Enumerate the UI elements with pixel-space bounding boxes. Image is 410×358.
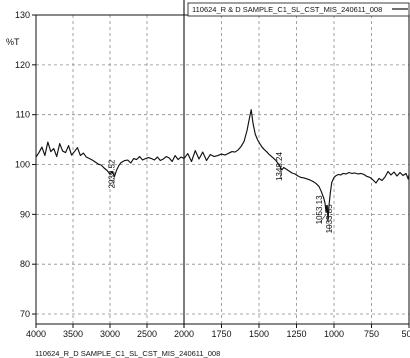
peak-marker-2 bbox=[319, 214, 327, 223]
y-tick-label-80: 80 bbox=[20, 259, 30, 269]
legend-box bbox=[187, 2, 410, 17]
spectrum-line-0 bbox=[35, 109, 410, 222]
peak-label-2939.52: 2939.52 bbox=[107, 159, 116, 188]
y-tick-label-110: 110 bbox=[16, 110, 30, 120]
tick-labels: 4000 3500 3000 2500 2000 1750 1500 1250 1000 750 5… bbox=[15, 10, 410, 339]
x-tick-label-1500: 1500 bbox=[249, 329, 269, 339]
x-tick-label-1750: 1750 bbox=[211, 329, 231, 339]
peak-label-1053.13: 1053.13 bbox=[315, 195, 324, 224]
x-tick-label-2000: 2000 bbox=[174, 329, 194, 339]
axes bbox=[32, 0, 410, 328]
spectrum-series bbox=[35, 109, 410, 222]
y-tick-label-70: 70 bbox=[20, 309, 30, 319]
peak-marker-1 bbox=[279, 170, 283, 180]
y-axis-label: %T bbox=[6, 37, 20, 47]
y-tick-label-90: 90 bbox=[20, 209, 30, 219]
x-tick-label-3000: 3000 bbox=[100, 329, 120, 339]
x-tick-label-2500: 2500 bbox=[137, 329, 157, 339]
legend-label: 110624_R & D SAMPLE_C1_SL_CST_MIS_240611… bbox=[192, 5, 382, 14]
grid-lines bbox=[36, 15, 409, 324]
y-tick-label-120: 120 bbox=[15, 60, 30, 70]
y-tick-label-100: 100 bbox=[15, 160, 30, 170]
peak-label-1033.85: 1033.85 bbox=[325, 204, 334, 233]
peak-label-1348.24: 1348.24 bbox=[275, 152, 284, 181]
x-tick-label-750: 750 bbox=[364, 329, 379, 339]
y-tick-label-130: 130 bbox=[15, 10, 30, 20]
x-tick-label-4000: 4000 bbox=[26, 329, 46, 339]
x-tick-label-3500: 3500 bbox=[63, 329, 83, 339]
plot-frame bbox=[35, 14, 410, 325]
peak-marker-3 bbox=[328, 223, 331, 232]
peak-marker-0 bbox=[112, 178, 115, 187]
bottom-sample-caption: 110624_R_D SAMPLE_C1_SL_CST_MIS_240611_0… bbox=[35, 349, 220, 358]
legend: 110624_R & D SAMPLE_C1_SL_CST_MIS_240611… bbox=[187, 2, 410, 17]
x-tick-label-1000: 1000 bbox=[324, 329, 344, 339]
x-tick-label-500: 500 bbox=[401, 329, 410, 339]
x-tick-label-1250: 1250 bbox=[286, 329, 306, 339]
